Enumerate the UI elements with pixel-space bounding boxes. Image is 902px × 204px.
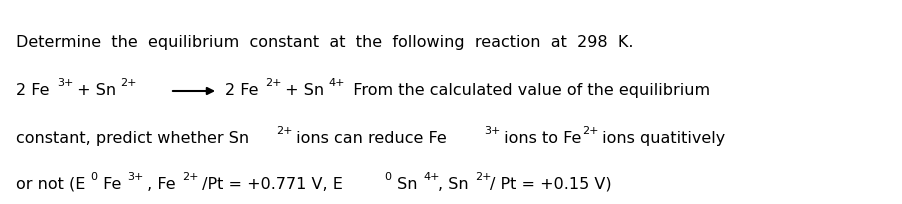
Text: ions to Fe: ions to Fe bbox=[499, 130, 581, 145]
Text: Fe: Fe bbox=[98, 176, 121, 191]
Text: 0: 0 bbox=[383, 171, 391, 181]
Text: ions can reduce Fe: ions can reduce Fe bbox=[290, 130, 446, 145]
Text: / Pt = +0.15 V): / Pt = +0.15 V) bbox=[490, 176, 611, 191]
Text: + Sn: + Sn bbox=[280, 83, 324, 98]
Text: 2+: 2+ bbox=[276, 125, 292, 135]
Text: Determine  the  equilibrium  constant  at  the  following  reaction  at  298  K.: Determine the equilibrium constant at th… bbox=[16, 35, 633, 50]
Text: , Fe: , Fe bbox=[142, 176, 175, 191]
Text: 2+: 2+ bbox=[582, 125, 598, 135]
Text: 4+: 4+ bbox=[422, 171, 439, 181]
Text: 2 Fe: 2 Fe bbox=[225, 83, 258, 98]
Text: 3+: 3+ bbox=[127, 171, 143, 181]
Text: , Sn: , Sn bbox=[437, 176, 468, 191]
Text: From the calculated value of the equilibrium: From the calculated value of the equilib… bbox=[343, 83, 709, 98]
Text: 2 Fe: 2 Fe bbox=[16, 83, 50, 98]
Text: 2+: 2+ bbox=[182, 171, 198, 181]
Text: ions quatitively: ions quatitively bbox=[596, 130, 724, 145]
Text: constant, predict whether Sn: constant, predict whether Sn bbox=[16, 130, 249, 145]
Text: 2+: 2+ bbox=[474, 171, 491, 181]
Text: + Sn: + Sn bbox=[72, 83, 116, 98]
Text: Sn: Sn bbox=[391, 176, 417, 191]
Text: 3+: 3+ bbox=[483, 125, 500, 135]
Text: or not (E: or not (E bbox=[16, 176, 86, 191]
Text: 4+: 4+ bbox=[327, 78, 345, 88]
Text: /Pt = +0.771 V, E: /Pt = +0.771 V, E bbox=[197, 176, 343, 191]
Text: 2+: 2+ bbox=[264, 78, 281, 88]
Text: 0: 0 bbox=[90, 171, 97, 181]
Text: 3+: 3+ bbox=[57, 78, 73, 88]
Text: 2+: 2+ bbox=[120, 78, 136, 88]
